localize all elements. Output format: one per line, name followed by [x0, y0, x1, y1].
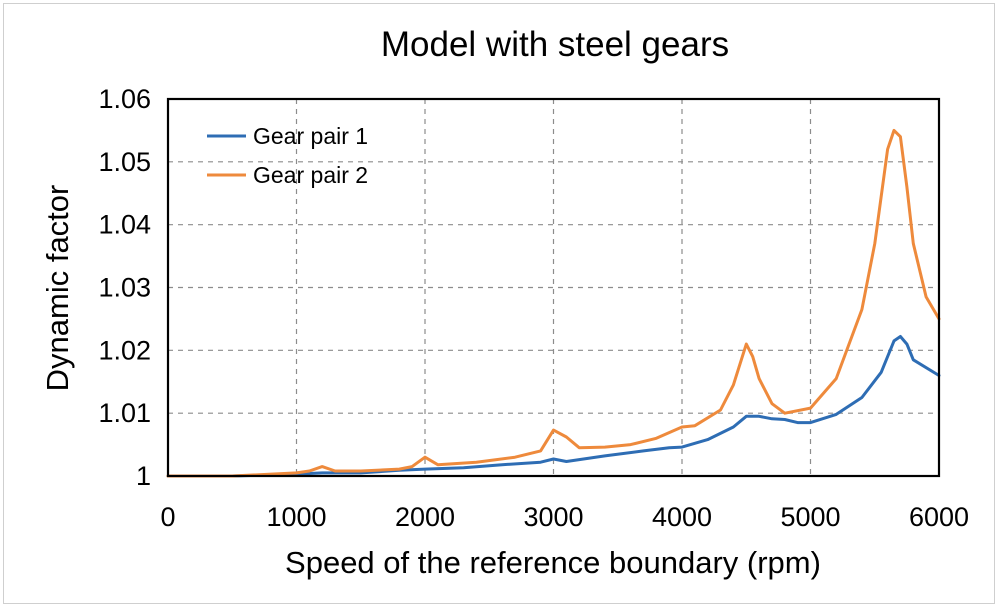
x-tick-label: 6000 [909, 502, 969, 532]
x-axis-ticks: 0 1000 2000 3000 4000 5000 6000 [160, 502, 969, 532]
legend-label-gear-pair-2: Gear pair 2 [253, 162, 368, 188]
y-axis-ticks: 1 1.01 1.02 1.03 1.04 1.05 1.06 [98, 84, 151, 491]
y-tick-label: 1 [136, 461, 151, 491]
grid-lines [168, 99, 939, 476]
x-tick-label: 1000 [266, 502, 326, 532]
legend-label-gear-pair-1: Gear pair 1 [253, 123, 368, 149]
y-tick-label: 1.03 [98, 273, 151, 303]
x-axis-label: Speed of the reference boundary (rpm) [285, 545, 821, 580]
x-tick-label: 3000 [523, 502, 583, 532]
y-axis-label: Dynamic factor [40, 185, 75, 392]
y-tick-label: 1.04 [98, 210, 151, 240]
x-tick-label: 5000 [780, 502, 840, 532]
series-lines [166, 128, 941, 478]
series-line-1 [166, 335, 941, 478]
y-tick-label: 1.01 [98, 398, 151, 428]
plot-area-border [166, 97, 941, 478]
chart-title: Model with steel gears [381, 25, 729, 64]
series-line-2 [166, 128, 941, 478]
x-tick-label: 2000 [395, 502, 455, 532]
x-tick-label: 4000 [652, 502, 712, 532]
y-tick-label: 1.05 [98, 147, 151, 177]
chart-legend: Gear pair 1 Gear pair 2 [207, 123, 368, 188]
x-tick-label: 0 [160, 502, 175, 532]
y-tick-label: 1.06 [98, 84, 151, 114]
y-tick-label: 1.02 [98, 335, 151, 365]
